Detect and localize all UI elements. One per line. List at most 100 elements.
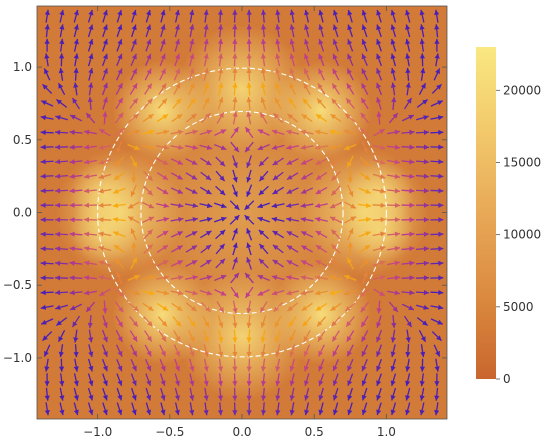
field-arrow	[87, 315, 93, 329]
field-arrow	[415, 217, 429, 223]
field-arrow	[434, 53, 440, 67]
field-arrow	[300, 260, 314, 267]
field-arrow	[83, 290, 97, 296]
field-arrow	[189, 38, 195, 52]
field-arrow	[98, 275, 112, 281]
field-arrow	[129, 330, 138, 342]
field-arrow	[217, 315, 224, 328]
field-arrow	[44, 9, 50, 23]
field-arrow	[232, 67, 238, 81]
field-arrow	[58, 358, 65, 372]
field-arrow	[187, 315, 196, 328]
field-arrow	[143, 243, 154, 254]
field-arrow	[258, 185, 269, 196]
field-arrow	[361, 271, 368, 285]
dashed-circle	[140, 110, 344, 315]
field-arrow	[360, 301, 370, 313]
field-arrow	[434, 387, 440, 401]
field-arrow	[275, 9, 281, 23]
field-arrow	[361, 402, 368, 416]
field-arrow	[174, 402, 180, 416]
field-arrow	[347, 184, 354, 197]
field-arrow	[391, 96, 397, 110]
field-arrow	[156, 172, 169, 181]
field-arrow	[301, 302, 313, 312]
field-arrow	[300, 158, 314, 165]
colorbar-tick-label: 10000	[503, 228, 541, 242]
field-arrow	[113, 287, 125, 298]
field-arrow	[40, 260, 54, 266]
field-arrow	[286, 244, 299, 253]
field-arrow	[40, 173, 54, 179]
field-arrow	[156, 203, 170, 209]
field-arrow	[189, 358, 195, 372]
field-arrow	[300, 275, 314, 281]
field-arrow	[405, 24, 411, 38]
field-arrow	[419, 53, 426, 67]
field-arrow	[59, 387, 65, 401]
colorbar-tick-label: 20000	[503, 83, 541, 97]
field-arrow	[116, 373, 123, 387]
field-arrow	[184, 202, 198, 209]
field-arrow	[170, 230, 184, 238]
field-arrow	[145, 53, 152, 67]
field-arrow	[231, 228, 238, 241]
field-arrow	[434, 38, 440, 52]
field-arrow	[101, 329, 108, 343]
field-arrow	[260, 97, 267, 110]
field-arrow	[286, 172, 299, 181]
field-arrow	[271, 216, 285, 222]
field-arrow	[345, 316, 355, 328]
y-axis-ticks: 1.0 0.5 0.0 −0.5 −1.0	[3, 60, 447, 365]
field-arrow	[158, 83, 167, 95]
field-arrow	[361, 9, 368, 23]
field-arrow	[415, 289, 429, 296]
field-arrow	[128, 113, 140, 123]
field-arrow	[55, 231, 69, 237]
field-arrow	[130, 53, 137, 67]
field-arrow	[288, 315, 297, 328]
field-arrow	[73, 329, 79, 343]
field-arrow	[244, 126, 254, 139]
field-arrow	[131, 24, 137, 38]
field-arrow	[360, 112, 370, 124]
field-arrow	[69, 290, 83, 296]
field-arrow	[156, 158, 169, 166]
field-arrow	[40, 318, 54, 325]
field-arrow	[405, 358, 411, 372]
field-arrow	[44, 38, 50, 52]
field-arrow	[260, 344, 266, 358]
field-arrow	[376, 97, 382, 110]
field-arrow	[113, 171, 126, 181]
field-arrow	[372, 158, 386, 165]
field-arrow	[232, 402, 238, 416]
field-arrow	[87, 358, 94, 372]
field-arrow	[40, 144, 54, 150]
field-arrow	[218, 329, 224, 343]
field-arrow	[189, 373, 195, 387]
field-arrow	[286, 216, 300, 223]
field-arrow	[260, 402, 267, 416]
field-arrow	[405, 329, 411, 343]
plot-area	[37, 6, 447, 419]
field-arrow	[141, 144, 155, 150]
field-arrow	[71, 315, 81, 328]
field-arrow	[315, 259, 328, 267]
colorbar-ticks: 0 5000 10000 15000 20000	[496, 83, 541, 386]
field-arrow	[214, 129, 227, 136]
field-arrow	[215, 229, 226, 240]
field-arrow	[330, 302, 342, 312]
field-arrow	[232, 169, 238, 183]
field-arrow	[142, 157, 154, 166]
field-arrow	[272, 171, 284, 181]
field-arrow	[130, 358, 137, 372]
field-arrow	[131, 169, 137, 183]
field-arrow	[172, 98, 182, 109]
field-arrow	[419, 373, 425, 387]
field-arrow	[376, 111, 382, 125]
field-arrow	[112, 216, 126, 223]
field-arrow	[215, 243, 226, 255]
field-arrow	[415, 202, 429, 208]
field-arrow	[200, 244, 212, 254]
field-arrow	[170, 260, 184, 267]
